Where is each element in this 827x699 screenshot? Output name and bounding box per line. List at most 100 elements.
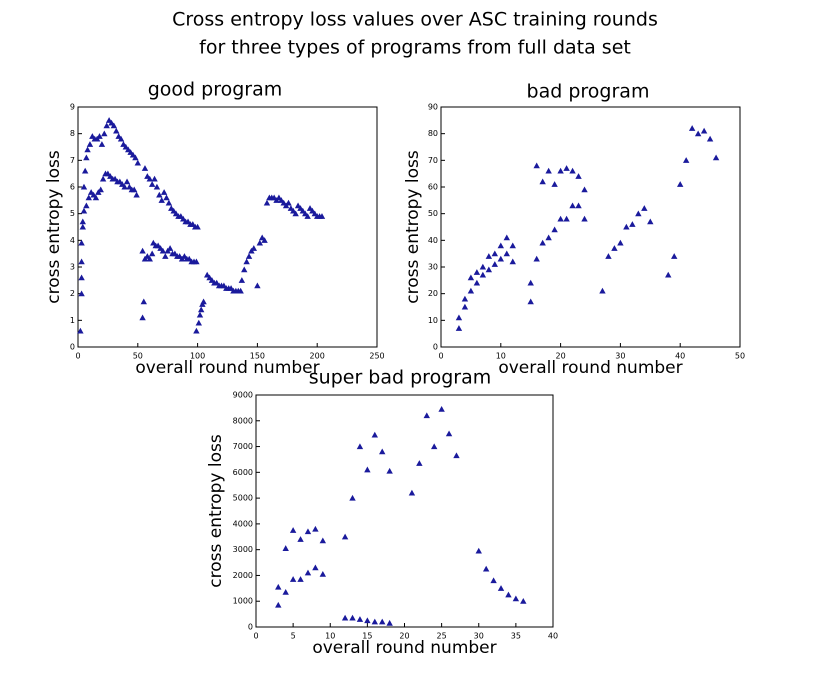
x-axis-label: overall round number [312, 638, 496, 658]
marker [243, 258, 250, 265]
marker [557, 215, 564, 222]
x-tick-label: 30 [474, 632, 484, 641]
marker [153, 183, 161, 190]
x-tick-label: 200 [310, 352, 325, 361]
marker [706, 135, 714, 142]
y-tick-label: 8000 [233, 416, 253, 425]
marker [581, 215, 588, 222]
y-tick-label: 6000 [233, 468, 253, 477]
marker [694, 130, 702, 137]
marker [509, 258, 516, 265]
marker [81, 167, 89, 174]
y-tick-label: 1000 [233, 597, 253, 606]
marker [92, 194, 100, 201]
marker [461, 303, 469, 310]
marker [512, 595, 520, 602]
x-tick-label: 10 [325, 632, 335, 641]
marker [263, 199, 271, 206]
marker [78, 258, 85, 265]
y-tick-label: 2 [70, 289, 75, 298]
x-tick-label: 35 [511, 632, 521, 641]
marker [80, 183, 88, 190]
marker [455, 325, 463, 331]
chart-title: bad program [527, 81, 650, 103]
x-tick-label: 0 [253, 632, 258, 641]
marker [79, 218, 86, 225]
x-axis-label: overall round number [498, 358, 682, 378]
marker [379, 618, 386, 625]
marker [121, 183, 128, 190]
y-tick-label: 3000 [233, 545, 253, 554]
marker [479, 263, 487, 270]
marker [527, 298, 534, 305]
marker [282, 545, 289, 551]
x-tick-label: 30 [615, 352, 625, 361]
x-tick-label: 0 [438, 352, 443, 361]
y-axis-label: cross entropy loss [44, 150, 64, 304]
marker [250, 245, 258, 251]
marker [349, 614, 356, 621]
marker [292, 210, 299, 217]
marker [455, 314, 463, 321]
y-tick-label: 20 [428, 289, 438, 298]
marker [503, 250, 510, 257]
y-tick-label: 50 [428, 209, 438, 218]
y-tick-label: 7000 [233, 442, 253, 451]
marker [641, 205, 648, 211]
marker [85, 194, 92, 201]
marker [575, 202, 582, 209]
marker [503, 234, 510, 241]
marker [86, 141, 94, 147]
marker [256, 239, 263, 246]
marker [416, 460, 423, 466]
marker [193, 327, 200, 334]
y-tick-label: 5000 [233, 494, 253, 503]
marker [356, 443, 364, 450]
marker [282, 589, 289, 595]
marker [533, 255, 540, 262]
marker [148, 181, 156, 187]
marker [151, 175, 158, 182]
y-tick-label: 9000 [233, 391, 253, 400]
marker [163, 194, 170, 201]
marker [156, 191, 163, 198]
x-tick-label: 100 [190, 352, 205, 361]
marker [423, 412, 430, 419]
marker [545, 234, 552, 241]
marker [461, 295, 469, 302]
marker [700, 127, 708, 134]
marker [563, 215, 570, 222]
marker [97, 186, 104, 193]
y-tick-label: 90 [428, 103, 438, 112]
marker [482, 565, 490, 572]
y-tick-label: 0 [248, 623, 253, 632]
x-tick-label: 25 [437, 632, 447, 641]
marker [497, 242, 504, 249]
marker [162, 253, 169, 259]
marker [241, 266, 248, 273]
marker [318, 213, 326, 219]
marker [623, 223, 630, 230]
marker [84, 146, 91, 153]
x-tick-label: 150 [250, 352, 265, 361]
marker [98, 141, 106, 147]
marker [569, 202, 576, 209]
marker [364, 617, 371, 624]
x-tick-label: 40 [548, 632, 558, 641]
marker [491, 250, 499, 257]
marker [341, 614, 349, 621]
marker [688, 125, 696, 131]
marker [371, 431, 378, 438]
y-tick-label: 30 [428, 263, 438, 272]
y-tick-label: 3 [70, 263, 75, 272]
marker [289, 576, 297, 582]
marker [297, 536, 304, 542]
chart-title: good program [148, 79, 283, 101]
marker [520, 598, 527, 604]
y-tick-label: 60 [428, 183, 438, 192]
marker [289, 527, 297, 533]
marker [611, 245, 618, 251]
marker [677, 181, 684, 187]
figure-title: for three types of programs from full da… [199, 37, 631, 59]
